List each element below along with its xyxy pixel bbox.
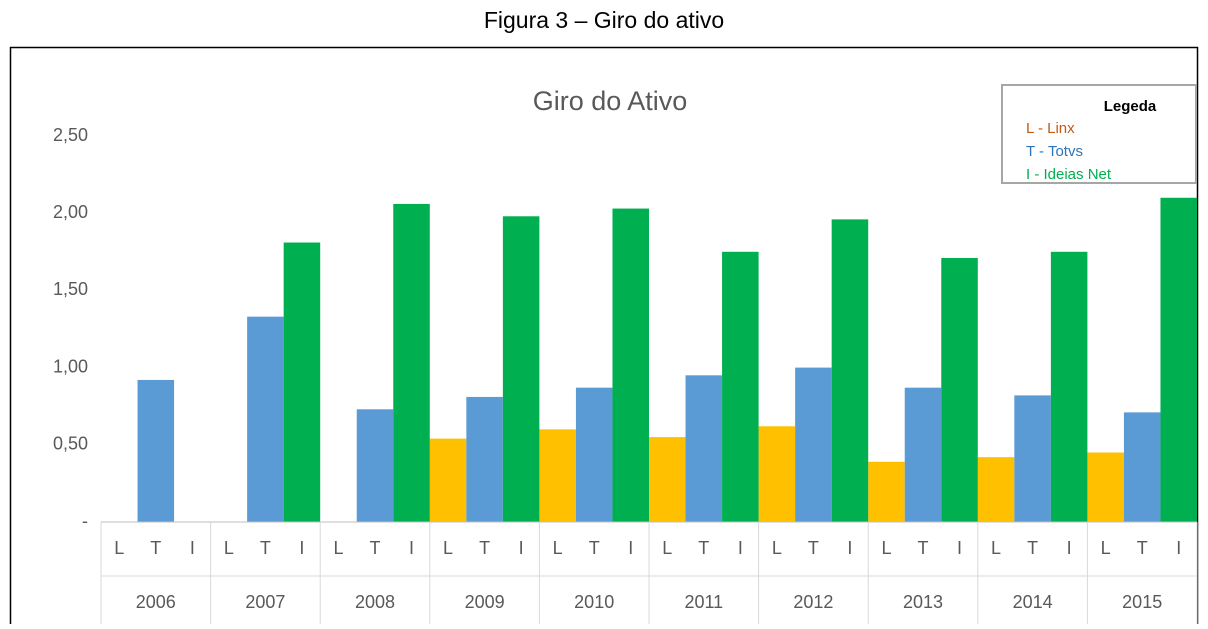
x-subcategory-label: I <box>628 538 633 558</box>
bar <box>795 367 832 522</box>
x-subcategory-label: I <box>299 538 304 558</box>
x-subcategory-label: I <box>1176 538 1181 558</box>
bar <box>1014 395 1051 522</box>
legend-entry: I - Ideias Net <box>1026 166 1112 183</box>
x-subcategory-label: L <box>443 538 453 558</box>
bar <box>941 257 978 522</box>
x-tick-label: 2007 <box>245 592 285 612</box>
x-subcategory-label: L <box>1101 538 1111 558</box>
bar <box>868 461 905 522</box>
x-subcategory-label: T <box>479 538 490 558</box>
legend-title: Legeda <box>1104 98 1157 115</box>
x-subcategory-label: L <box>662 538 672 558</box>
x-subcategory-label: T <box>698 538 709 558</box>
figure-caption: Figura 3 – Giro do ativo <box>484 7 724 33</box>
bar <box>137 379 175 522</box>
bar <box>247 316 284 522</box>
x-tick-label: 2012 <box>793 592 833 612</box>
bar <box>429 438 467 522</box>
x-subcategory-label: T <box>918 538 929 558</box>
x-tick-label: 2013 <box>903 592 943 612</box>
x-subcategory-label: T <box>260 538 271 558</box>
x-subcategory-label: I <box>190 538 195 558</box>
x-subcategory-label: L <box>881 538 891 558</box>
bar <box>722 251 759 523</box>
bar <box>393 203 430 522</box>
chart-title: Giro do Ativo <box>533 86 688 116</box>
x-tick-label: 2011 <box>684 592 723 612</box>
x-tick-label: 2006 <box>136 592 176 612</box>
x-subcategory-label: I <box>957 538 962 558</box>
x-subcategory-label: L <box>772 538 782 558</box>
x-subcategory-label: I <box>738 538 743 558</box>
bar <box>1123 412 1161 522</box>
x-subcategory-label: T <box>370 538 381 558</box>
x-subcategory-label: I <box>1067 538 1072 558</box>
bar <box>502 216 540 522</box>
x-subcategory-label: T <box>1027 538 1038 558</box>
x-subcategory-label: L <box>991 538 1001 558</box>
x-tick-label: 2008 <box>355 592 395 612</box>
x-subcategory-label: T <box>589 538 600 558</box>
bar <box>466 396 503 522</box>
legend-entry: T - Totvs <box>1026 143 1083 160</box>
bar <box>283 242 321 522</box>
x-subcategory-label: T <box>1137 538 1148 558</box>
bar <box>685 375 723 522</box>
y-tick-label: 0,50 <box>53 434 88 454</box>
y-tick-label: 2,50 <box>53 125 88 145</box>
y-tick-label: 1,50 <box>53 279 88 299</box>
bar <box>612 208 649 522</box>
x-subcategory-label: L <box>224 538 234 558</box>
bar <box>1160 197 1197 522</box>
y-tick-label: 1,00 <box>53 356 88 376</box>
bar <box>356 409 394 522</box>
y-tick-label: - <box>82 511 88 531</box>
bar <box>904 387 942 522</box>
x-subcategory-label: L <box>553 538 563 558</box>
bar <box>575 387 613 522</box>
x-tick-label: 2009 <box>465 592 505 612</box>
x-subcategory-label: I <box>519 538 524 558</box>
x-subcategory-label: I <box>409 538 414 558</box>
x-tick-label: 2015 <box>1122 592 1162 612</box>
x-subcategory-label: T <box>150 538 161 558</box>
x-subcategory-label: I <box>847 538 852 558</box>
x-subcategory-label: T <box>808 538 819 558</box>
legend-entry: L - Linx <box>1026 120 1075 137</box>
bar <box>649 437 686 522</box>
x-tick-label: 2014 <box>1013 592 1053 612</box>
x-subcategory-label: L <box>114 538 124 558</box>
legend-box <box>1001 84 1197 184</box>
bar <box>831 219 869 522</box>
bar <box>1087 452 1124 522</box>
bar <box>539 429 576 522</box>
x-tick-label: 2010 <box>574 592 614 612</box>
y-tick-label: 2,00 <box>53 202 88 222</box>
bar <box>977 457 1015 522</box>
bar <box>758 426 796 522</box>
x-subcategory-label: L <box>333 538 343 558</box>
bar <box>1050 251 1088 523</box>
